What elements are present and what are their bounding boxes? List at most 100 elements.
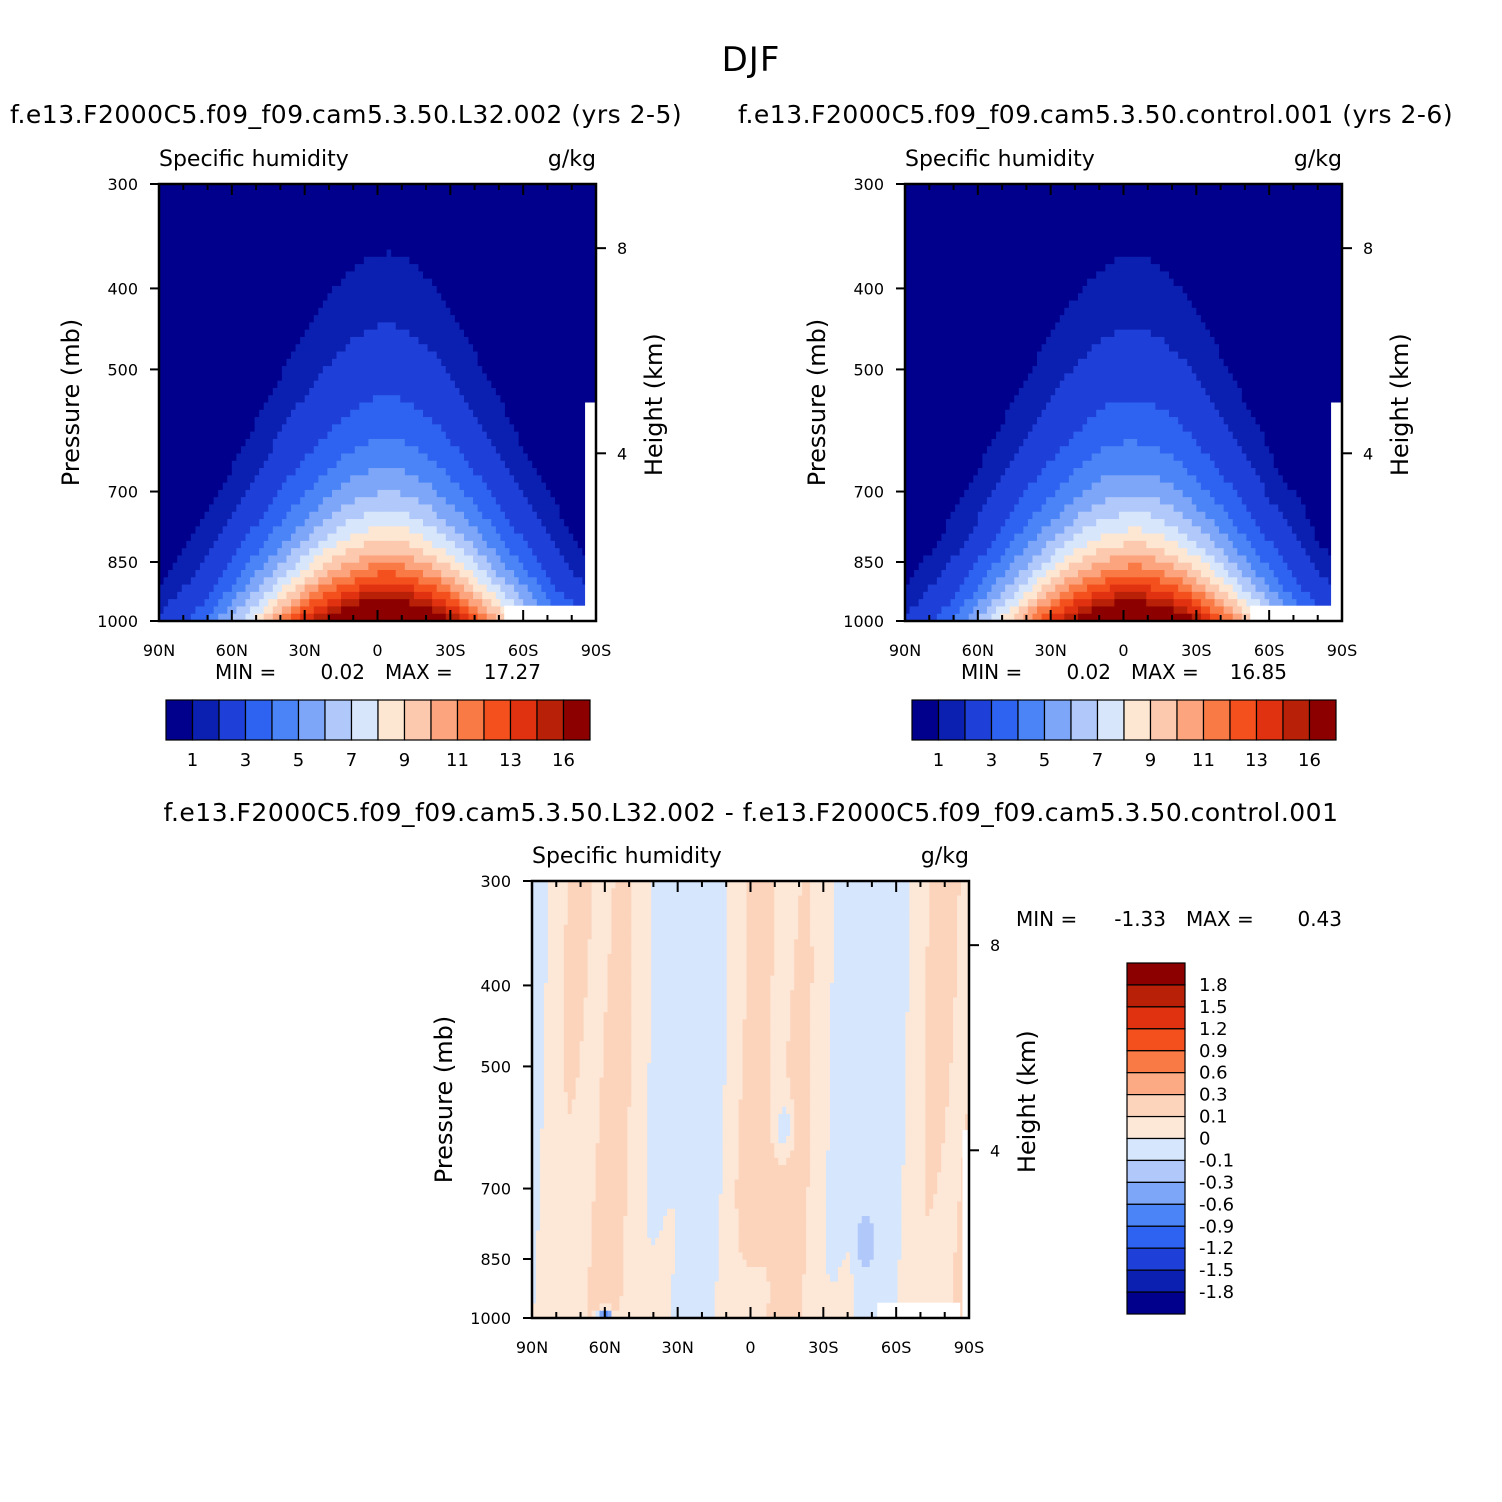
field-cell bbox=[441, 264, 446, 272]
field-cell bbox=[464, 257, 469, 265]
field-cell bbox=[241, 424, 246, 432]
field-cell bbox=[396, 388, 401, 396]
field-cell bbox=[505, 468, 510, 476]
field-cell bbox=[569, 322, 574, 330]
field-cell bbox=[264, 424, 269, 432]
field-cell bbox=[359, 293, 364, 301]
field-cell bbox=[241, 279, 246, 287]
field-cell bbox=[464, 373, 469, 381]
field-cell bbox=[514, 417, 519, 425]
field-cell bbox=[264, 403, 269, 411]
field-cell bbox=[496, 228, 501, 236]
field-cell bbox=[182, 461, 187, 469]
field-cell bbox=[487, 271, 492, 279]
field-cell bbox=[337, 446, 342, 454]
field-cell bbox=[437, 373, 442, 381]
field-cell bbox=[318, 301, 323, 309]
field-cell bbox=[487, 366, 492, 374]
field-cell bbox=[245, 541, 250, 549]
field-cell bbox=[578, 432, 583, 440]
field-cell bbox=[177, 541, 182, 549]
field-cell bbox=[437, 410, 442, 418]
field-cell bbox=[478, 293, 483, 301]
field-cell bbox=[259, 555, 264, 563]
field-cell bbox=[241, 475, 246, 483]
field-cell bbox=[523, 286, 528, 294]
field-cell bbox=[259, 337, 264, 345]
field-cell bbox=[505, 483, 510, 491]
field-cell bbox=[218, 388, 223, 396]
field-cell bbox=[164, 410, 169, 418]
field-cell bbox=[496, 206, 501, 214]
field-cell bbox=[519, 366, 524, 374]
field-cell bbox=[268, 330, 273, 338]
field-cell bbox=[519, 461, 524, 469]
field-cell bbox=[168, 504, 173, 512]
field-cell bbox=[209, 359, 214, 367]
field-cell bbox=[264, 483, 269, 491]
field-cell bbox=[537, 432, 542, 440]
field-cell bbox=[378, 381, 383, 389]
field-cell bbox=[164, 424, 169, 432]
field-cell bbox=[286, 250, 291, 258]
field-cell bbox=[177, 453, 182, 461]
field-cell bbox=[318, 344, 323, 352]
field-cell bbox=[446, 250, 451, 258]
field-cell bbox=[519, 199, 524, 207]
field-cell bbox=[355, 228, 360, 236]
field-cell bbox=[482, 381, 487, 389]
field-cell bbox=[318, 541, 323, 549]
field-cell bbox=[441, 410, 446, 418]
field-cell bbox=[528, 257, 533, 265]
field-cell bbox=[541, 235, 546, 243]
field-cell bbox=[423, 453, 428, 461]
field-cell bbox=[355, 373, 360, 381]
field-cell bbox=[582, 199, 587, 207]
field-cell bbox=[573, 293, 578, 301]
field-cell bbox=[318, 468, 323, 476]
field-cell bbox=[446, 330, 451, 338]
field-cell bbox=[560, 381, 565, 389]
field-cell bbox=[300, 403, 305, 411]
field-cell bbox=[578, 424, 583, 432]
field-cell bbox=[396, 235, 401, 243]
field-cell bbox=[268, 373, 273, 381]
field-cell bbox=[200, 199, 205, 207]
field-cell bbox=[241, 228, 246, 236]
field-cell bbox=[573, 432, 578, 440]
field-cell bbox=[491, 373, 496, 381]
field-cell bbox=[250, 352, 255, 360]
field-cell bbox=[264, 206, 269, 214]
field-cell bbox=[459, 228, 464, 236]
field-cell bbox=[569, 453, 574, 461]
field-cell bbox=[446, 453, 451, 461]
field-cell bbox=[286, 315, 291, 323]
field-cell bbox=[195, 330, 200, 338]
field-cell bbox=[387, 461, 392, 469]
field-cell bbox=[232, 410, 237, 418]
field-cell bbox=[432, 271, 437, 279]
field-cell bbox=[341, 446, 346, 454]
field-cell bbox=[264, 555, 269, 563]
field-cell bbox=[223, 417, 228, 425]
field-cell bbox=[441, 490, 446, 498]
field-cell bbox=[564, 483, 569, 491]
field-cell bbox=[241, 373, 246, 381]
field-cell bbox=[482, 242, 487, 250]
field-cell bbox=[268, 308, 273, 316]
field-cell bbox=[355, 271, 360, 279]
field-cell bbox=[414, 519, 419, 527]
field-cell bbox=[487, 279, 492, 287]
field-cell bbox=[245, 264, 250, 272]
field-cell bbox=[514, 424, 519, 432]
field-cell bbox=[409, 330, 414, 338]
field-cell bbox=[473, 359, 478, 367]
field-cell bbox=[560, 206, 565, 214]
field-cell bbox=[323, 410, 328, 418]
field-cell bbox=[564, 497, 569, 505]
field-cell bbox=[550, 541, 555, 549]
field-cell bbox=[291, 373, 296, 381]
field-cell bbox=[500, 519, 505, 527]
field-cell bbox=[282, 432, 287, 440]
field-cell bbox=[359, 526, 364, 534]
